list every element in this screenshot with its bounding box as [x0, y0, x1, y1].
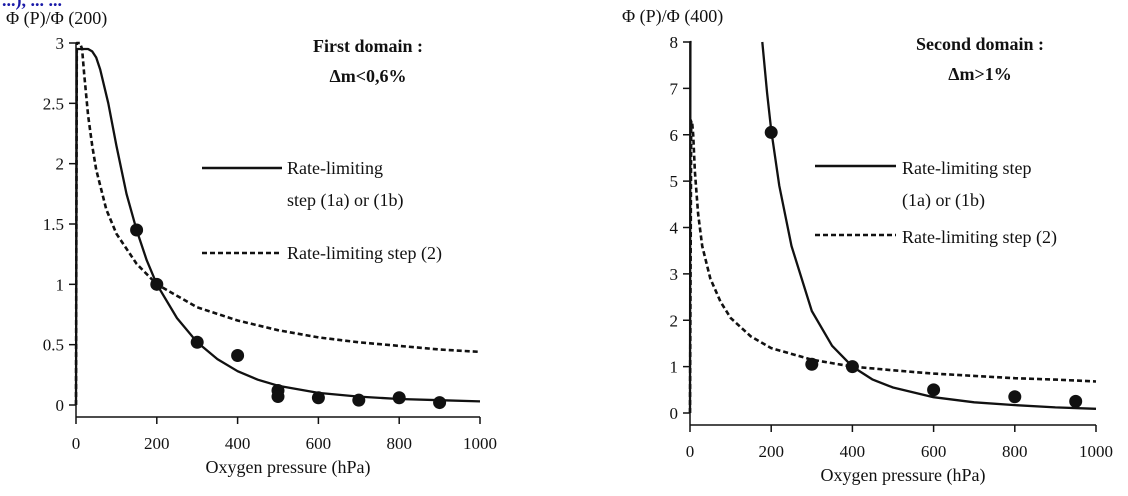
- y-tick-label: 1: [56, 275, 65, 294]
- data-point: [130, 223, 144, 237]
- y-tick-label: 3: [670, 265, 679, 284]
- domain-annotation: Second domain :: [916, 34, 1044, 54]
- x-tick-label: 0: [686, 442, 695, 461]
- data-point: [927, 383, 941, 397]
- domain-annotation: First domain :: [313, 36, 423, 56]
- dashed-series-line: [688, 119, 1097, 414]
- y-tick-label: 7: [670, 79, 679, 98]
- chart-second-domain: 0 1 2 3 4 5 6 7 8 0 200 400 600 800 1000 Φ (P)/Φ (400) O…: [622, 6, 1113, 486]
- legend-solid-label: Rate-limiting: [287, 158, 383, 178]
- data-point: [231, 349, 245, 363]
- clipped-title: ...), ... ...: [2, 0, 62, 11]
- x-axis-title: Oxygen pressure (hPa): [821, 465, 986, 486]
- legend-dashed-label: Rate-limiting step (2): [287, 243, 442, 264]
- data-point: [190, 335, 204, 349]
- data-point: [150, 277, 164, 291]
- data-point: [1069, 394, 1083, 408]
- legend-solid-label: step (1a) or (1b): [287, 190, 403, 211]
- y-tick-label: 4: [670, 219, 679, 238]
- dashed-series-line: [74, 41, 481, 406]
- solid-series-line: [761, 41, 1097, 410]
- data-point: [805, 357, 819, 371]
- x-tick-label: 200: [758, 442, 784, 461]
- data-point: [433, 396, 447, 410]
- y-tick-label: 2: [56, 155, 65, 174]
- solid-series-line: [688, 40, 693, 414]
- x-tick-label: 800: [1002, 442, 1028, 461]
- y-tick-label: 5: [670, 172, 679, 191]
- data-point: [845, 360, 859, 374]
- y-tick-label: 0.5: [43, 336, 64, 355]
- y-tick-label: 0: [56, 396, 65, 415]
- y-tick-label: 8: [670, 33, 679, 52]
- legend-solid-label: Rate-limiting step: [902, 158, 1031, 178]
- y-tick-label: 3: [56, 34, 65, 53]
- legend-solid-label: (1a) or (1b): [902, 190, 985, 211]
- chart-first-domain: 0 0.5 1 1.5 2 2.5 3 0 200 400 600 800 1000 Φ (P)/Φ (2…: [6, 8, 497, 478]
- y-tick-label: 6: [670, 126, 679, 145]
- data-point: [764, 125, 778, 139]
- y-axis-title: Φ (P)/Φ (200): [6, 8, 107, 29]
- y-tick-label: 1.5: [43, 215, 64, 234]
- y-tick-label: 0: [670, 404, 679, 423]
- x-tick-label: 400: [225, 434, 251, 453]
- y-axis-title: Φ (P)/Φ (400): [622, 6, 723, 27]
- domain-annotation: Δm>1%: [948, 64, 1012, 84]
- x-tick-label: 200: [144, 434, 170, 453]
- x-tick-label: 600: [306, 434, 332, 453]
- y-tick-label: 1: [670, 358, 679, 377]
- y-tick-label: 2.5: [43, 94, 64, 113]
- data-point: [392, 391, 406, 405]
- data-point: [271, 390, 285, 404]
- y-tick-label: 2: [670, 311, 679, 330]
- x-tick-label: 0: [72, 434, 81, 453]
- x-tick-label: 800: [386, 434, 412, 453]
- solid-series-line: [74, 47, 481, 406]
- x-tick-label: 1000: [1079, 442, 1113, 461]
- data-point: [1008, 390, 1022, 404]
- x-tick-label: 400: [840, 442, 866, 461]
- legend-dashed-label: Rate-limiting step (2): [902, 227, 1057, 248]
- x-tick-label: 600: [921, 442, 947, 461]
- data-point: [352, 393, 366, 407]
- domain-annotation: Δm<0,6%: [329, 66, 406, 86]
- x-axis-title: Oxygen pressure (hPa): [206, 457, 371, 478]
- x-tick-label: 1000: [463, 434, 497, 453]
- data-point: [311, 391, 325, 405]
